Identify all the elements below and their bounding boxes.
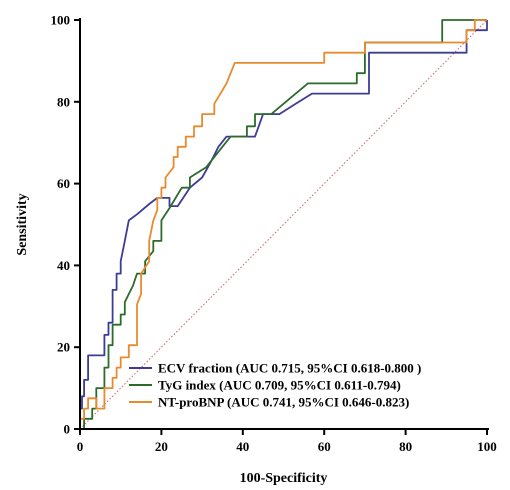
x-tick-label: 0: [77, 439, 84, 454]
series-line-2: [80, 19, 487, 430]
plot-area: 0 20 40 60 80 100 0 20 40 60 80 100: [51, 13, 497, 455]
legend: ECV fraction (AUC 0.715, 95%CI 0.618-0.8…: [129, 361, 421, 410]
x-tick-label: 60: [318, 439, 331, 454]
y-tick-label: 100: [51, 13, 71, 28]
x-tick-label: 80: [399, 439, 412, 454]
legend-label-3: NT-proBNP (AUC 0.741, 95%CI 0.646-0.823): [158, 395, 409, 410]
series-layer: [79, 19, 488, 430]
series-line-1: [79, 20, 488, 429]
y-tick-label: 40: [57, 258, 70, 273]
y-tick-label: 80: [57, 94, 70, 109]
x-axis-ticks: 0 20 40 60 80 100: [77, 429, 497, 454]
series-line-3: [79, 19, 487, 429]
y-tick-label: 20: [57, 340, 70, 355]
x-tick-label: 40: [236, 439, 249, 454]
x-tick-label: 20: [155, 439, 168, 454]
y-axis-ticks: 0 20 40 60 80 100: [51, 13, 80, 437]
reference-diagonal-line: [79, 19, 488, 430]
y-tick-label: 60: [57, 176, 70, 191]
legend-label-2: TyG index (AUC 0.709, 95%CI 0.611-0.794): [158, 378, 401, 393]
legend-label-1: ECV fraction (AUC 0.715, 95%CI 0.618-0.8…: [158, 361, 421, 376]
y-axis-title: Sensitivity: [15, 193, 30, 255]
y-tick-label: 0: [64, 422, 71, 437]
x-tick-label: 100: [477, 439, 497, 454]
x-axis-title: 100-Specificity: [240, 471, 328, 486]
